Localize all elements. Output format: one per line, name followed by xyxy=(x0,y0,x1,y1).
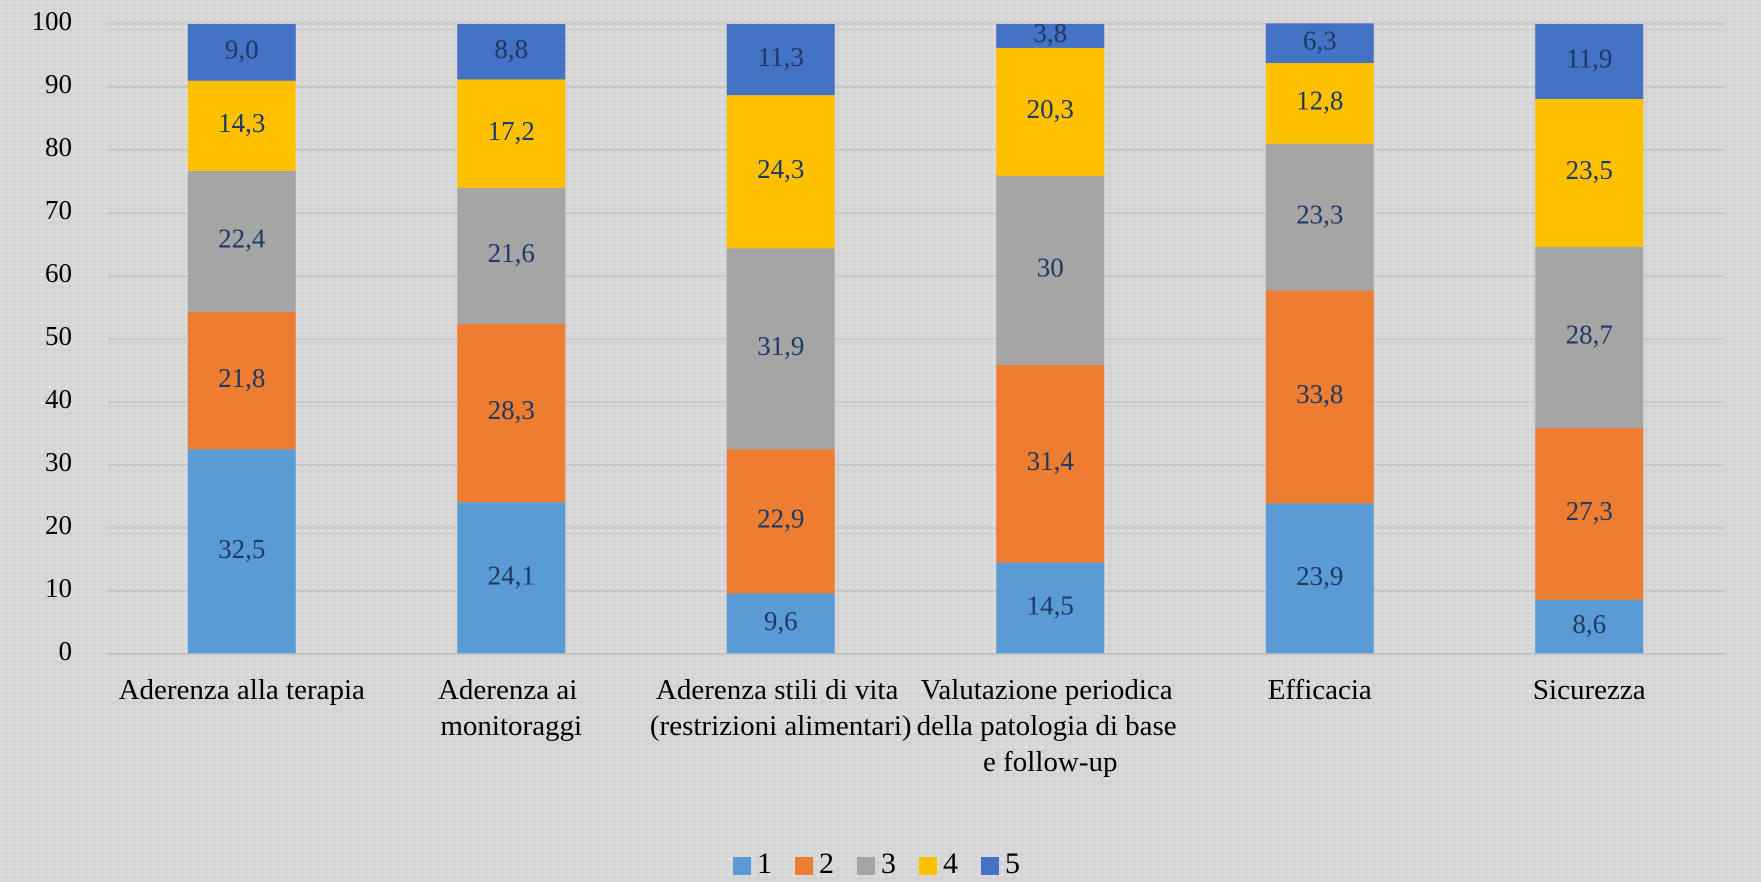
bar-segment xyxy=(996,24,1105,48)
y-tick-label: 10 xyxy=(45,573,72,603)
data-label: 14,5 xyxy=(1027,591,1074,621)
bar-segment xyxy=(996,175,1105,365)
legend-label: 5 xyxy=(1005,847,1020,880)
bar-segment xyxy=(457,24,566,80)
y-tick-label: 80 xyxy=(45,132,72,162)
data-label: 14,3 xyxy=(218,108,265,138)
bar-segment xyxy=(187,80,296,171)
data-label: 9,0 xyxy=(225,35,259,65)
data-label: 21,6 xyxy=(488,238,535,268)
data-label: 8,6 xyxy=(1572,609,1606,639)
data-label: 11,9 xyxy=(1566,44,1612,74)
data-label: 28,7 xyxy=(1566,320,1613,350)
bar-segment xyxy=(996,364,1105,563)
data-label: 8,8 xyxy=(494,34,528,64)
bar-segment xyxy=(1265,503,1374,654)
y-tick-label: 60 xyxy=(45,258,72,288)
bar-segment xyxy=(1535,98,1644,248)
legend-label: 4 xyxy=(943,847,958,880)
bar-segment xyxy=(1265,23,1374,64)
legend-swatch xyxy=(795,857,813,875)
y-tick-label: 20 xyxy=(45,510,72,540)
legend-swatch xyxy=(919,857,937,875)
data-label: 23,9 xyxy=(1296,561,1343,591)
bar-segment xyxy=(1535,247,1644,428)
data-label: 21,8 xyxy=(218,363,265,393)
bar-segment xyxy=(726,449,835,594)
bar-segment xyxy=(187,170,296,312)
bar-segment xyxy=(996,562,1105,654)
x-tick-label: Sicurezza xyxy=(1533,674,1646,706)
data-label: 9,6 xyxy=(764,606,798,636)
data-label: 23,5 xyxy=(1566,155,1613,185)
data-label: 11,3 xyxy=(758,42,804,72)
data-label: 23,3 xyxy=(1296,199,1343,229)
data-label: 20,3 xyxy=(1027,94,1074,124)
y-tick-label: 40 xyxy=(45,384,72,414)
bar-segment xyxy=(187,24,296,81)
bar-segment xyxy=(1535,427,1644,600)
bar-segment xyxy=(726,24,835,96)
bar-segment xyxy=(457,79,566,188)
bar-segment xyxy=(726,95,835,249)
y-tick-label: 100 xyxy=(32,6,73,36)
bar-segment xyxy=(1265,63,1374,144)
legend-swatch xyxy=(733,857,751,875)
data-label: 22,9 xyxy=(757,504,804,534)
legend-swatch xyxy=(981,857,999,875)
y-tick-label: 50 xyxy=(45,321,72,351)
x-tick-label: Valutazione periodica della patologia di… xyxy=(917,674,1184,778)
bar-segment xyxy=(996,47,1105,176)
data-label: 22,4 xyxy=(218,224,266,254)
x-tick-label: Efficacia xyxy=(1268,674,1372,706)
data-label: 31,4 xyxy=(1027,446,1075,476)
x-tick-label: Aderenza stili di vita (restrizioni alim… xyxy=(650,674,912,742)
data-label: 24,3 xyxy=(757,154,804,184)
data-label: 33,8 xyxy=(1296,379,1343,409)
data-label: 3,8 xyxy=(1033,18,1067,48)
bar-segment xyxy=(187,449,296,654)
bar-segment xyxy=(457,502,566,654)
x-tick-label: Aderenza alla terapia xyxy=(119,674,365,706)
legend-label: 2 xyxy=(819,847,834,880)
y-tick-label: 90 xyxy=(45,69,72,99)
data-label: 24,1 xyxy=(488,560,535,590)
bar-segment xyxy=(1265,143,1374,291)
bar-segment xyxy=(1535,24,1644,99)
data-label: 30 xyxy=(1037,253,1064,283)
bar-segment xyxy=(726,593,835,654)
data-label: 32,5 xyxy=(218,534,265,564)
data-label: 12,8 xyxy=(1296,86,1343,116)
data-label: 28,3 xyxy=(488,395,535,425)
bar-segment xyxy=(1535,599,1644,654)
x-tick-label: Aderenza ai monitoraggi xyxy=(438,674,585,742)
bar-segment xyxy=(1265,290,1374,504)
legend-label: 3 xyxy=(881,847,896,880)
bar-segment xyxy=(457,323,566,503)
bar-segment xyxy=(187,311,296,450)
y-tick-label: 0 xyxy=(59,636,73,666)
y-tick-label: 70 xyxy=(45,195,72,225)
bar-segment xyxy=(726,248,835,450)
data-label: 31,9 xyxy=(757,331,804,361)
data-label: 17,2 xyxy=(488,116,535,146)
legend-swatch xyxy=(857,857,875,875)
y-tick-label: 30 xyxy=(45,447,72,477)
legend-label: 1 xyxy=(757,847,772,880)
bar-segment xyxy=(457,187,566,324)
data-label: 6,3 xyxy=(1303,25,1337,55)
data-label: 27,3 xyxy=(1566,496,1613,526)
